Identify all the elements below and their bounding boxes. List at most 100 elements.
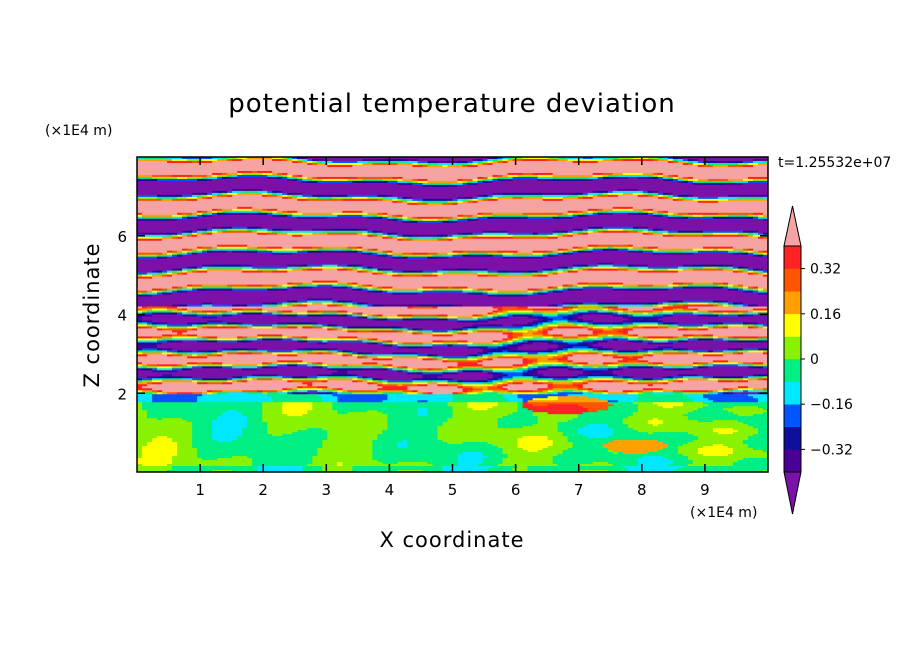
contour-cell xyxy=(637,268,654,272)
contour-cell xyxy=(557,354,564,357)
contour-cell xyxy=(237,206,253,210)
contour-cell xyxy=(607,228,624,232)
contour-cell xyxy=(177,306,409,310)
contour-cell xyxy=(642,336,649,340)
contour-cell xyxy=(137,400,153,403)
contour-cell xyxy=(552,378,569,381)
contour-cell xyxy=(502,340,509,344)
contour-cell xyxy=(437,306,494,310)
contour-cell xyxy=(627,366,654,369)
contour-cell xyxy=(612,322,624,326)
contour-cell xyxy=(617,400,639,403)
contour-cell xyxy=(702,354,724,357)
contour-cell xyxy=(262,270,273,274)
contour-cell xyxy=(227,352,238,355)
contour-cell xyxy=(372,352,393,355)
contour-cell xyxy=(157,342,163,345)
contour-cell xyxy=(237,157,248,160)
contour-cell xyxy=(417,384,429,387)
contour-cell xyxy=(542,256,768,260)
contour-cell xyxy=(732,246,768,250)
contour-cell xyxy=(137,202,409,206)
contour-cell xyxy=(582,368,609,371)
contour-cell xyxy=(562,252,569,256)
contour-cell xyxy=(457,232,464,236)
contour-cell xyxy=(417,318,439,322)
contour-cell xyxy=(517,354,549,357)
contour-cell xyxy=(662,314,669,318)
contour-cell xyxy=(212,178,288,182)
contour-cell xyxy=(247,420,263,423)
contour-cell xyxy=(507,310,534,314)
contour-cell xyxy=(612,264,629,268)
contour-cell xyxy=(572,192,584,196)
contour-cell xyxy=(492,180,679,184)
contour-cell xyxy=(652,392,674,395)
contour-cell xyxy=(472,328,479,332)
contour-cell xyxy=(652,314,664,318)
contour-cell xyxy=(557,358,569,361)
contour-cell xyxy=(742,362,754,365)
contour-cell xyxy=(492,376,499,379)
contour-cell xyxy=(367,316,373,320)
contour-cell xyxy=(757,400,768,403)
contour-cell xyxy=(152,392,158,395)
contour-cell xyxy=(577,378,584,381)
contour-cell xyxy=(662,234,674,238)
contour-cell xyxy=(182,252,188,256)
contour-cell xyxy=(177,352,188,355)
contour-cell xyxy=(627,314,634,318)
contour-cell xyxy=(247,336,258,340)
contour-cell xyxy=(492,288,529,292)
contour-cell xyxy=(207,338,218,342)
contour-cell xyxy=(687,352,699,355)
contour-cell xyxy=(647,420,664,423)
contour-cell xyxy=(337,388,343,391)
contour-cell xyxy=(682,338,689,342)
contour-cell xyxy=(177,304,188,308)
contour-cell xyxy=(327,386,383,389)
contour-cell xyxy=(517,394,569,397)
contour-cell xyxy=(747,436,768,439)
contour-cell xyxy=(317,390,328,393)
contour-cell xyxy=(497,424,534,427)
contour-cell xyxy=(742,268,749,272)
contour-cell xyxy=(487,292,499,296)
contour-cell xyxy=(222,176,228,180)
contour-cell xyxy=(197,334,258,338)
contour-cell xyxy=(177,448,198,451)
contour-cell xyxy=(157,256,163,260)
contour-cell xyxy=(222,312,228,316)
contour-cell xyxy=(137,200,393,204)
contour-cell xyxy=(192,380,198,383)
contour-cell xyxy=(197,336,203,340)
contour-cell xyxy=(482,176,489,180)
contour-cell xyxy=(152,270,158,274)
contour-cell xyxy=(627,470,674,472)
contour-cell xyxy=(442,202,454,206)
contour-cell xyxy=(417,304,454,308)
contour-cell xyxy=(672,176,679,180)
contour-cell xyxy=(392,198,399,202)
contour-cell xyxy=(452,218,459,222)
contour-cell xyxy=(577,416,629,419)
contour-cell xyxy=(452,378,489,381)
contour-cell xyxy=(567,350,579,353)
contour-cell xyxy=(172,338,203,342)
contour-cell xyxy=(572,214,579,218)
contour-cell xyxy=(322,468,353,471)
contour-cell xyxy=(252,340,298,344)
contour-cell xyxy=(592,462,609,465)
contour-cell xyxy=(157,324,168,328)
contour-cell xyxy=(137,318,143,322)
contour-cell xyxy=(352,300,669,304)
contour-cell xyxy=(747,394,768,397)
contour-cell xyxy=(322,470,353,472)
contour-cell xyxy=(327,430,383,433)
contour-cell xyxy=(337,462,343,465)
contour-cell xyxy=(302,192,494,196)
contour-cell xyxy=(462,390,469,393)
contour-cell xyxy=(457,386,464,389)
contour-cell xyxy=(622,328,634,332)
contour-cell xyxy=(322,362,363,365)
